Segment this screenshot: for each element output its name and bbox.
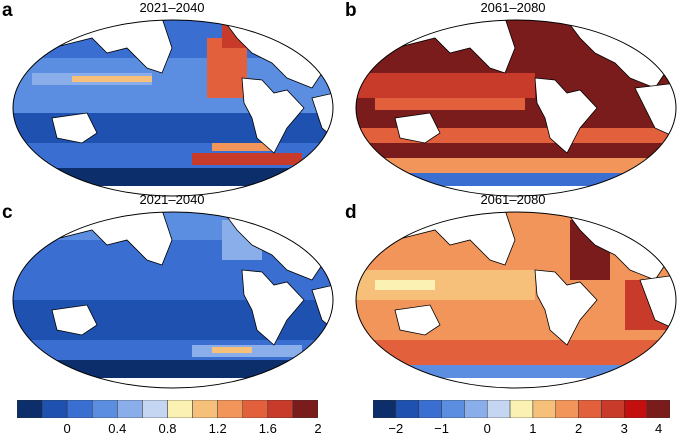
panel-d: d 2061–2080 — [345, 190, 685, 390]
colorbar-tick-label: 1.6 — [258, 421, 277, 436]
colorbar-swatch — [532, 400, 557, 418]
colorbar-swatch — [464, 400, 488, 418]
colorbar-swatch — [373, 400, 397, 418]
colorbar-swatch — [192, 400, 218, 418]
colorbar-swatch — [142, 400, 168, 418]
colorbar-swatch — [167, 400, 193, 418]
panel-b: b 2061–2080 — [345, 0, 685, 200]
colorbar-swatch — [66, 400, 93, 418]
colorbar-swatch — [601, 400, 625, 418]
colorbar-left-swatches — [17, 400, 318, 418]
colorbar-tick-label: 0.4 — [108, 421, 127, 436]
colorbar-swatch — [578, 400, 602, 418]
colorbar-tick-label: −2 — [388, 421, 404, 436]
colorbar-swatch — [217, 400, 244, 418]
colorbar-tick-label: 4 — [654, 421, 663, 436]
colorbar-swatch — [441, 400, 465, 418]
colorbar-left-ticks: 0 0.4 0.8 1.2 1.6 2 — [17, 421, 322, 436]
colorbar-tick-label: −1 — [434, 421, 449, 436]
colorbar-swatch — [292, 400, 318, 418]
colorbar-swatch — [17, 400, 43, 418]
colorbar-swatch — [646, 400, 670, 418]
colorbar-right — [373, 400, 670, 418]
colorbar-swatch — [509, 400, 534, 418]
colorbar-swatch — [267, 400, 294, 418]
colorbar-swatch — [41, 400, 68, 418]
panel-title: 2061–2080 — [480, 0, 546, 15]
colorbar-tick-label: 0 — [63, 421, 71, 436]
colorbar-swatch — [395, 400, 419, 418]
colorbar-tick-label: 3 — [620, 421, 628, 436]
panel-letter: d — [345, 202, 357, 223]
colorbar-left — [17, 400, 318, 418]
colorbar-tick-label: 2 — [574, 421, 583, 436]
map-ocean-warming-d — [355, 211, 677, 389]
colorbar-tick-label: 0.8 — [158, 421, 177, 436]
colorbar-swatch — [418, 400, 442, 418]
panel-letter: b — [345, 0, 357, 21]
map-ocean-warming-c — [12, 211, 334, 389]
colorbar-swatch — [92, 400, 118, 418]
panel-title: 2061–2080 — [480, 192, 546, 207]
panel-title: 2021–2040 — [139, 192, 205, 207]
colorbar-tick-label: 1.2 — [208, 421, 227, 436]
colorbar-right-ticks: −2 −1 0 1 2 3 4 — [373, 421, 670, 436]
map-ocean-warming-b — [355, 19, 677, 197]
colorbar-swatch — [555, 400, 579, 418]
colorbar-tick-label: 1 — [529, 421, 537, 436]
panel-letter: c — [2, 202, 13, 223]
panel-c: c 2021–2040 — [0, 190, 340, 390]
colorbar-tick-label: 2 — [314, 421, 322, 436]
colorbar-tick-label: 0 — [483, 421, 491, 436]
colorbar-swatch — [242, 400, 269, 418]
colorbar-swatch — [486, 400, 511, 418]
colorbar-right-swatches — [373, 400, 670, 418]
panel-a: a 2021–2040 — [0, 0, 340, 200]
map-ocean-warming-a — [12, 19, 334, 197]
panel-letter: a — [2, 0, 13, 21]
colorbar-swatch — [117, 400, 143, 418]
colorbar-swatch — [624, 400, 648, 418]
panel-title: 2021–2040 — [139, 0, 205, 15]
